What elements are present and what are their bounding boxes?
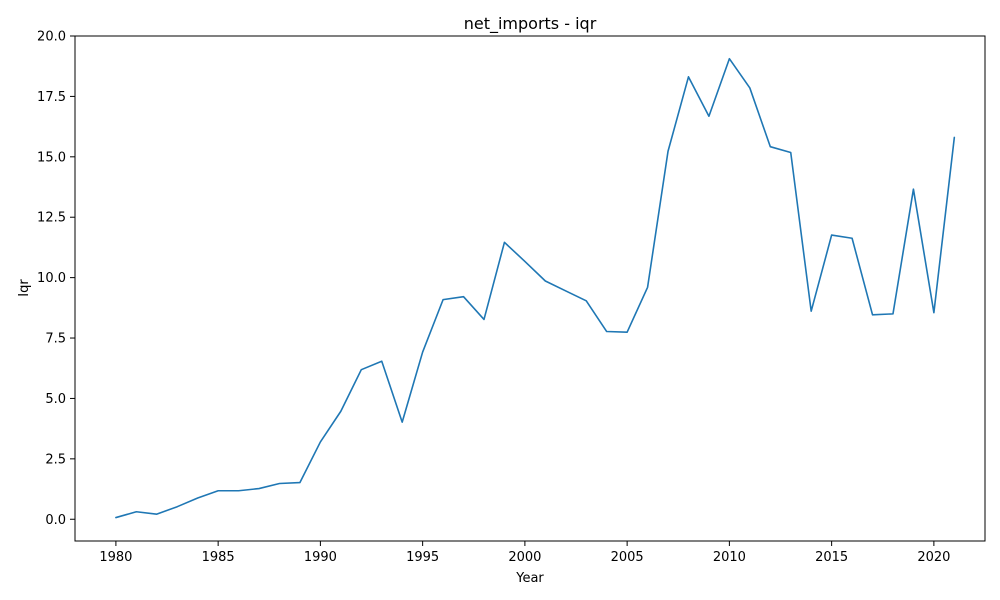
y-tick-label: 2.5 [45, 452, 66, 467]
y-tick-label: 20.0 [37, 30, 66, 45]
y-tick-label: 10.0 [37, 271, 66, 286]
x-tick-label: 2005 [611, 550, 644, 565]
y-tick-label: 7.5 [45, 332, 66, 347]
plot-frame [74, 35, 986, 542]
x-tick-label: 2010 [713, 550, 746, 565]
y-axis: 0.0 2.5 5.0 7.5 10.0 12.5 15.0 17.5 20.0 [37, 30, 75, 528]
y-tick-label: 15.0 [37, 150, 66, 165]
y-axis-label: Iqr [17, 279, 32, 297]
x-tick-label: 2015 [815, 550, 848, 565]
x-tick-label: 2000 [508, 550, 541, 565]
series-layer [115, 57, 956, 519]
y-tick-label: 12.5 [37, 211, 66, 226]
y-tick-label: 0.0 [45, 513, 66, 528]
y-tick-label: 5.0 [45, 392, 66, 407]
x-tick-label: 1995 [406, 550, 439, 565]
x-axis-label: Year [515, 571, 544, 586]
x-tick-label: 1990 [304, 550, 337, 565]
series-line [115, 57, 956, 519]
x-tick-label: 2020 [917, 550, 950, 565]
x-axis: 1980 1985 1990 1995 2000 2005 2010 2015 2020 [99, 541, 950, 565]
chart-title: net_imports - iqr [464, 14, 597, 34]
y-tick-label: 17.5 [37, 90, 66, 105]
x-tick-label: 1985 [202, 550, 235, 565]
x-tick-label: 1980 [99, 550, 132, 565]
